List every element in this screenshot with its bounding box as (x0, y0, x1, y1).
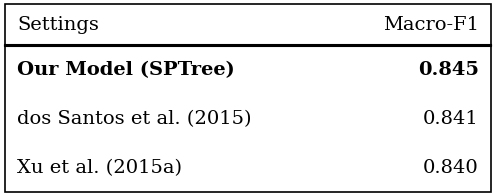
Text: 0.845: 0.845 (418, 61, 479, 79)
Text: Xu et al. (2015a): Xu et al. (2015a) (17, 159, 183, 177)
Text: 0.841: 0.841 (423, 110, 479, 128)
Text: Our Model (SPTree): Our Model (SPTree) (17, 61, 235, 79)
Text: Macro-F1: Macro-F1 (382, 16, 479, 34)
Bar (5, 45, 491, 192)
Text: Settings: Settings (17, 16, 99, 34)
Text: 0.840: 0.840 (423, 159, 479, 177)
Text: dos Santos et al. (2015): dos Santos et al. (2015) (17, 110, 252, 128)
Bar (5, 4, 491, 45)
